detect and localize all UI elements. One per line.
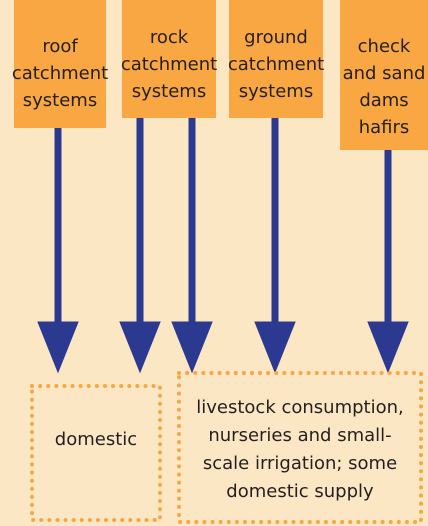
label-line: hafirs	[359, 117, 410, 138]
label-line: and sand	[343, 63, 426, 84]
labels: roof catchment systems rock catchment systems…	[12, 27, 426, 502]
label-line: dams	[359, 90, 408, 111]
target-box	[30, 384, 162, 522]
arrow-head	[254, 321, 296, 374]
label-line: roof	[42, 36, 78, 57]
source-box	[122, 0, 216, 118]
source-box	[229, 0, 323, 118]
source-box	[340, 0, 428, 150]
source-box	[14, 0, 106, 128]
label-line: systems	[132, 81, 206, 102]
label-line: systems	[239, 81, 313, 102]
label-line: catchment	[12, 63, 108, 84]
label-line: ground	[244, 27, 308, 48]
arrows	[37, 118, 409, 374]
arrow-head	[119, 321, 161, 374]
label-line: rock	[150, 27, 189, 48]
label-line: domestic	[55, 429, 137, 450]
label-line: livestock consumption,	[196, 397, 403, 418]
label-line: scale irrigation; some	[203, 453, 397, 474]
label-line: catchment	[228, 54, 324, 75]
target-box	[177, 371, 423, 524]
arrow-head	[367, 321, 409, 374]
label-line: domestic supply	[226, 481, 374, 502]
label-line: check	[358, 36, 411, 57]
label-line: nurseries and small-	[208, 425, 391, 446]
arrow-head	[37, 321, 79, 374]
arrow-head	[171, 321, 213, 374]
label-line: systems	[23, 90, 97, 111]
label-line: catchment	[121, 54, 217, 75]
